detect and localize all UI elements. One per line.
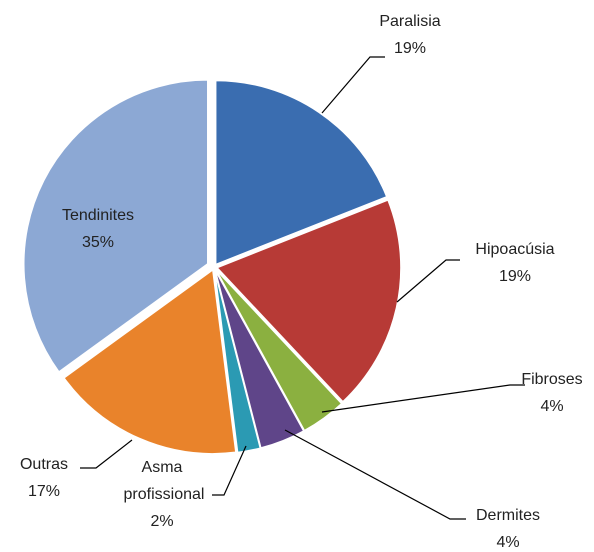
slice-label: Hipoacúsia 19% xyxy=(475,241,554,285)
slice-value-label: 19% xyxy=(394,40,426,57)
slice-label-name: Paralisia xyxy=(379,13,440,30)
pie-slice xyxy=(215,268,343,432)
leader-line xyxy=(321,56,385,114)
slice-value-label: 4% xyxy=(540,398,563,415)
slice-value-label: 19% xyxy=(499,268,531,285)
pie-slice xyxy=(213,269,262,454)
slice-label-name-cont: profissional xyxy=(124,486,205,503)
leader-line xyxy=(321,384,525,413)
slice-label: Paralisia 19% xyxy=(379,13,440,57)
slice-label: Tendinites 35% xyxy=(62,207,134,251)
leader-line xyxy=(284,429,466,520)
pie-slice xyxy=(214,79,388,266)
slice-label: Outras 17% xyxy=(20,456,68,500)
slice-value-label: 4% xyxy=(496,534,519,551)
slice-label: Fibroses 4% xyxy=(521,371,582,415)
slice-label: Asma profissional 2% xyxy=(124,459,205,530)
leader-line xyxy=(80,439,133,469)
slice-value-label: 17% xyxy=(28,483,60,500)
pie-slice xyxy=(215,198,402,403)
slice-value-label: 2% xyxy=(150,513,173,530)
slice-label-name: Hipoacúsia xyxy=(475,241,554,258)
leader-line xyxy=(212,445,247,496)
leader-line xyxy=(396,259,460,303)
slice-label-name: Fibroses xyxy=(521,371,582,388)
slice-label: Dermites 4% xyxy=(476,507,540,551)
slice-label-name: Outras xyxy=(20,456,68,473)
pie-slice xyxy=(62,268,237,455)
slice-value-label: 35% xyxy=(82,234,114,251)
slice-label-name: Tendinites xyxy=(62,207,134,224)
slice-label-name: Dermites xyxy=(476,507,540,524)
pie-slice xyxy=(23,79,209,374)
slice-label-name: Asma xyxy=(142,459,183,476)
